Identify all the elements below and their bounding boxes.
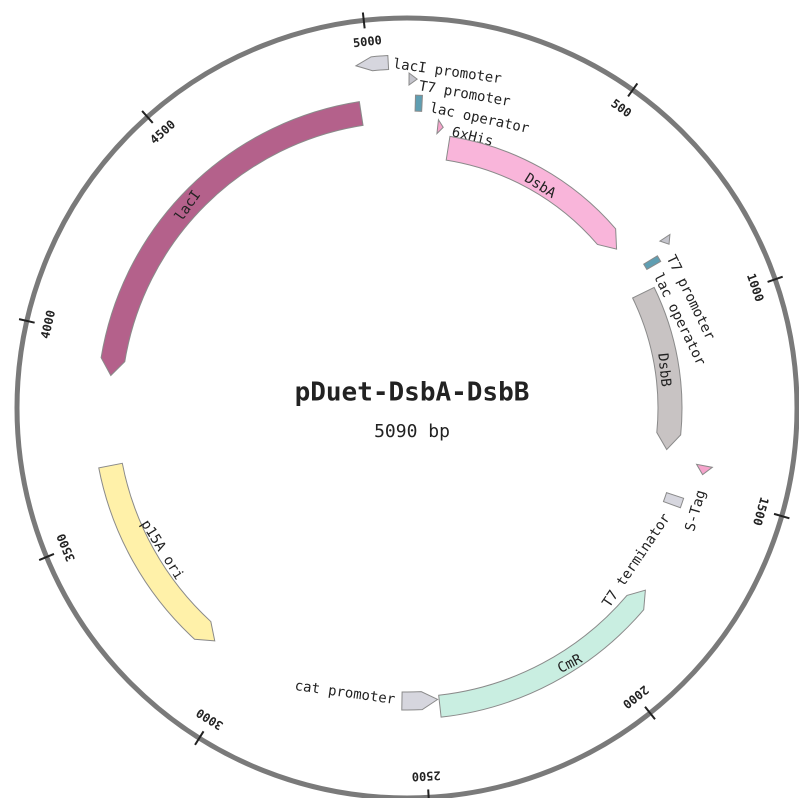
feature <box>643 255 662 271</box>
feature <box>408 72 418 86</box>
tick-mark <box>627 82 639 98</box>
tick-mark <box>767 275 784 283</box>
feature-label: cat promoter <box>294 678 396 708</box>
tick-label: 5000 <box>352 33 382 50</box>
feature <box>631 286 683 451</box>
tick-mark <box>18 318 35 324</box>
tick-label: 4000 <box>38 309 58 340</box>
feature <box>445 135 618 250</box>
backbone-ring <box>14 15 799 798</box>
tick-label: 3500 <box>54 532 78 564</box>
feature <box>695 463 714 476</box>
feature-label: S-Tag <box>682 488 709 533</box>
tick-label: 500 <box>608 96 634 120</box>
tick-label: 1000 <box>744 272 767 304</box>
tick-mark <box>194 730 205 746</box>
feature <box>98 462 216 642</box>
feature <box>662 492 685 509</box>
feature <box>414 94 423 112</box>
tick-label: 2500 <box>411 768 441 784</box>
tick-mark <box>644 706 656 720</box>
tick-mark <box>773 512 790 520</box>
tick-mark <box>427 789 430 798</box>
feature <box>658 233 671 245</box>
feature <box>438 589 646 718</box>
feature <box>100 101 364 377</box>
feature <box>354 54 390 72</box>
plasmid-title: pDuet-DsbA-DsbB <box>295 378 530 408</box>
tick-mark <box>38 552 55 561</box>
plasmid-size: 5090 bp <box>374 421 450 442</box>
feature-label: DsbB <box>654 352 673 387</box>
tick-label: 1500 <box>750 496 771 528</box>
tick-mark <box>141 110 154 124</box>
tick-label: 3000 <box>194 706 226 733</box>
feature <box>401 691 439 711</box>
tick-mark <box>361 12 366 29</box>
feature <box>436 118 444 135</box>
